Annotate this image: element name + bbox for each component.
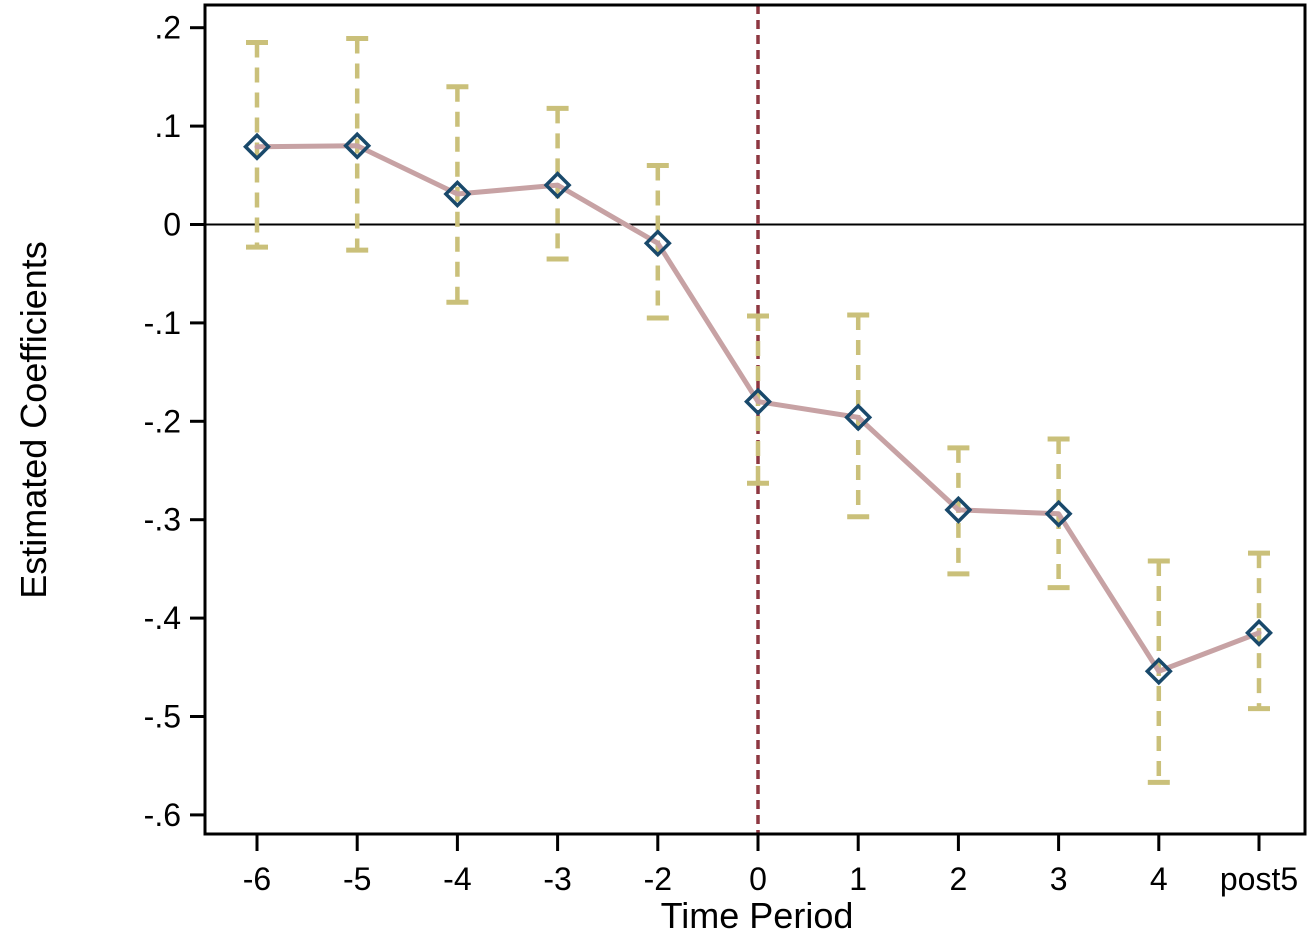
y-tick-label: -.6 bbox=[144, 797, 181, 833]
x-tick-label: -3 bbox=[543, 861, 571, 897]
x-tick-label: -5 bbox=[343, 861, 371, 897]
plot-border bbox=[203, 3, 1307, 836]
x-tick-label: 0 bbox=[749, 861, 767, 897]
coefficient-line bbox=[254, 143, 1262, 674]
coefficient-marker bbox=[343, 131, 372, 160]
coefficient-marker bbox=[643, 229, 672, 258]
x-axis-title: Time Period bbox=[660, 895, 854, 936]
coefficient-marker bbox=[1245, 618, 1273, 647]
y-tick-label: -.4 bbox=[144, 600, 181, 636]
x-tick-label: -4 bbox=[443, 861, 471, 897]
y-tick-label: -.5 bbox=[144, 699, 181, 735]
coefficient-marker bbox=[443, 180, 472, 208]
x-tick-label: 4 bbox=[1150, 861, 1168, 897]
y-tick-label: -.3 bbox=[144, 502, 181, 538]
y-tick-label: .2 bbox=[154, 10, 181, 46]
x-tick-label: 3 bbox=[1050, 861, 1068, 897]
coefficient-marker bbox=[1044, 499, 1073, 528]
x-tick-label: 2 bbox=[950, 861, 968, 897]
coefficient-marker bbox=[944, 495, 973, 524]
y-tick-label: .1 bbox=[154, 108, 181, 144]
y-tick-label: 0 bbox=[163, 207, 181, 243]
coefficient-marker bbox=[1144, 657, 1173, 686]
x-tick-label: -6 bbox=[243, 861, 271, 897]
coefficient-marker bbox=[844, 403, 873, 432]
plot-area bbox=[205, 5, 1305, 834]
y-axis-title: Estimated Coefficients bbox=[13, 241, 54, 599]
x-tick-label: -2 bbox=[644, 861, 672, 897]
coefficient-marker bbox=[744, 387, 772, 416]
y-tick-label: -.1 bbox=[144, 305, 181, 341]
y-tick-label: -.2 bbox=[144, 403, 181, 439]
coefficient-marker bbox=[543, 171, 572, 200]
coefficient-marker bbox=[243, 132, 271, 161]
x-tick-label: post5 bbox=[1220, 861, 1298, 897]
x-tick-label: 1 bbox=[849, 861, 867, 897]
